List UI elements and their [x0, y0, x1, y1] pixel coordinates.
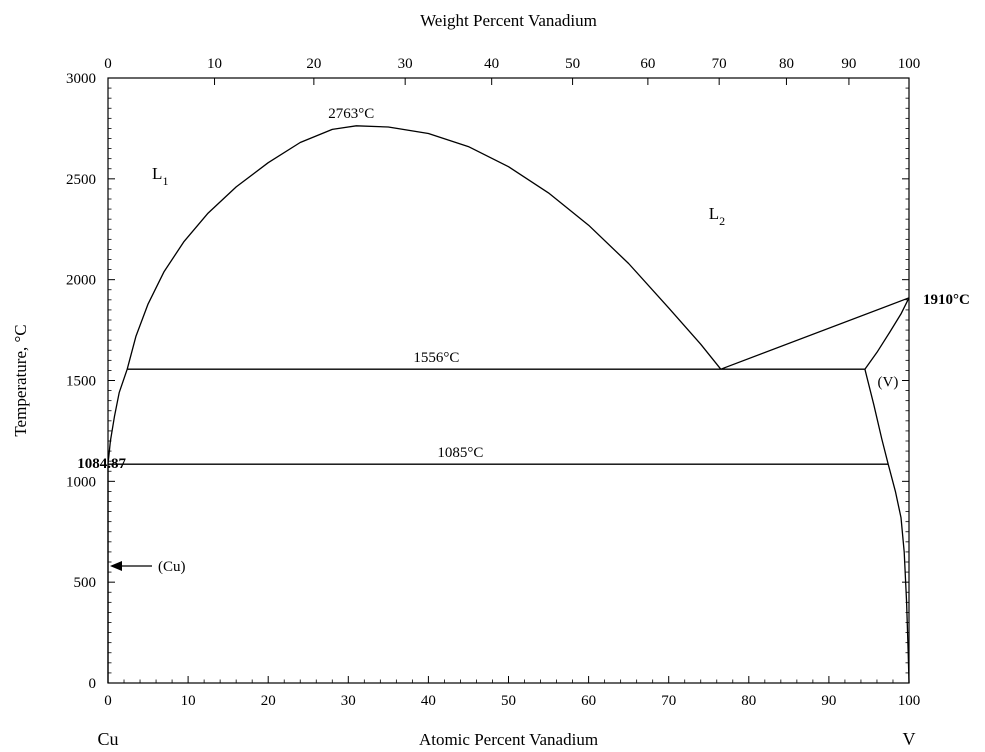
y-tick-label: 1500 [66, 374, 96, 390]
annotations: 2763°C 1556°C 1085°C 1910°C 1084.87 (Cu)… [77, 106, 970, 575]
phase-l1-main: L [152, 164, 162, 183]
miscibility-gap-curve [126, 125, 722, 370]
x-tick-label: 40 [421, 693, 436, 709]
x-tick-label: 30 [341, 693, 356, 709]
x-top-tick-label: 30 [398, 56, 413, 72]
cu-phase-label: (Cu) [158, 559, 186, 575]
x-top-tick-label: 90 [841, 56, 856, 72]
phase-l1-sub: 1 [162, 174, 168, 188]
x-top-tick-label: 80 [779, 56, 794, 72]
x-top-tick-label: 0 [104, 56, 112, 72]
x-tick-label: 50 [501, 693, 516, 709]
phase-labels: L1 L2 [152, 164, 725, 228]
tick-marks [107, 77, 910, 684]
phase-label-l1: L1 [152, 164, 168, 188]
x-axis-title-bottom: Atomic Percent Vanadium [419, 730, 598, 749]
x-axis-title-top: Weight Percent Vanadium [420, 11, 597, 30]
y-axis-title: Temperature, °C [11, 324, 30, 436]
x-top-tick-label: 10 [207, 56, 222, 72]
tick-labels: 0 10 20 30 40 50 60 70 80 90 1000 10 20 30 40 50 60 70 80 9… [66, 56, 920, 709]
x-top-tick-label: 70 [712, 56, 727, 72]
x-tick-label: 60 [581, 693, 596, 709]
phase-label-l2: L2 [709, 204, 725, 228]
y-tick-label: 1000 [66, 474, 96, 490]
x-top-tick-label: 100 [898, 56, 921, 72]
y-tick-label: 2500 [66, 172, 96, 188]
y-tick-label: 0 [89, 676, 97, 692]
cu-arrow-head [110, 561, 122, 572]
y-tick-label: 2000 [66, 273, 96, 289]
x-tick-label: 0 [104, 693, 112, 709]
x-top-tick-label: 50 [565, 56, 580, 72]
liquidus-v-curve [720, 297, 910, 370]
x-tick-label: 90 [821, 693, 836, 709]
x-tick-label: 100 [898, 693, 921, 709]
end-member-right: V [903, 729, 916, 749]
x-tick-label: 70 [661, 693, 676, 709]
cu-arrow [110, 561, 152, 572]
monotectic-temperature-label: 1556°C [413, 350, 459, 366]
v-solidus-curve [864, 297, 910, 370]
phase-l2-main: L [709, 204, 719, 223]
y-tick-label: 3000 [66, 71, 96, 87]
v-solvus-upper-curve [864, 369, 889, 465]
x-top-tick-label: 20 [306, 56, 321, 72]
y-tick-label: 500 [74, 575, 97, 591]
end-member-left: Cu [97, 729, 118, 749]
x-tick-label: 80 [741, 693, 756, 709]
peritectic-temperature-label: 1085°C [437, 445, 483, 461]
phase-l2-sub: 2 [719, 214, 725, 228]
v-melting-point-label: 1910°C [923, 292, 970, 308]
cu-melting-point-label: 1084.87 [77, 456, 126, 472]
x-top-tick-label: 40 [484, 56, 499, 72]
v-solvus-lower-curve [887, 464, 910, 684]
phase-boundaries [107, 125, 910, 684]
x-tick-label: 10 [181, 693, 196, 709]
x-tick-label: 20 [261, 693, 276, 709]
v-phase-label: (V) [878, 375, 899, 391]
x-top-tick-label: 60 [640, 56, 655, 72]
plot-frame [107, 77, 910, 684]
peak-temperature-label: 2763°C [328, 106, 374, 122]
cu-solvus-curve [107, 368, 128, 465]
